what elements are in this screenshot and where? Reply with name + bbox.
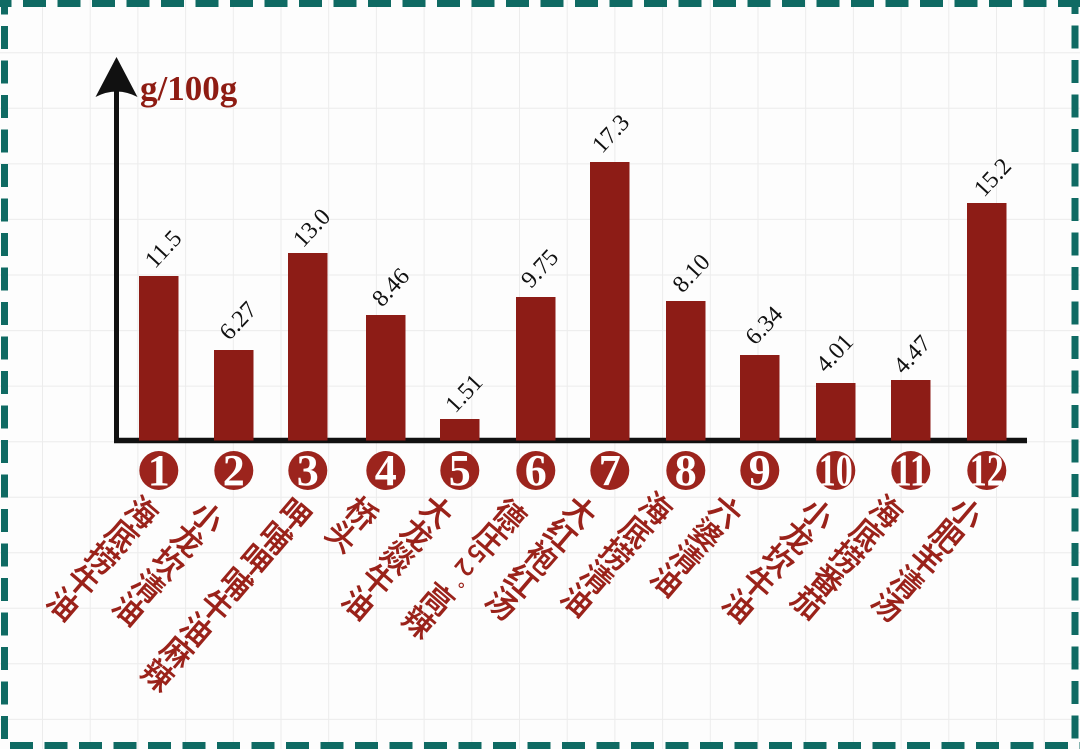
svg-text:9: 9 xyxy=(749,446,771,495)
svg-text:1: 1 xyxy=(148,446,170,495)
svg-text:10: 10 xyxy=(819,446,853,496)
svg-text:3: 3 xyxy=(297,446,319,495)
svg-text:2: 2 xyxy=(223,446,245,495)
svg-text:12: 12 xyxy=(970,446,1004,496)
svg-text:6: 6 xyxy=(525,446,547,495)
svg-text:5: 5 xyxy=(449,446,471,495)
svg-text:4: 4 xyxy=(375,446,397,495)
svg-text:11: 11 xyxy=(894,446,928,496)
svg-text:g/100g: g/100g xyxy=(140,69,238,108)
svg-text:8: 8 xyxy=(675,446,697,495)
svg-text:7: 7 xyxy=(599,446,621,495)
